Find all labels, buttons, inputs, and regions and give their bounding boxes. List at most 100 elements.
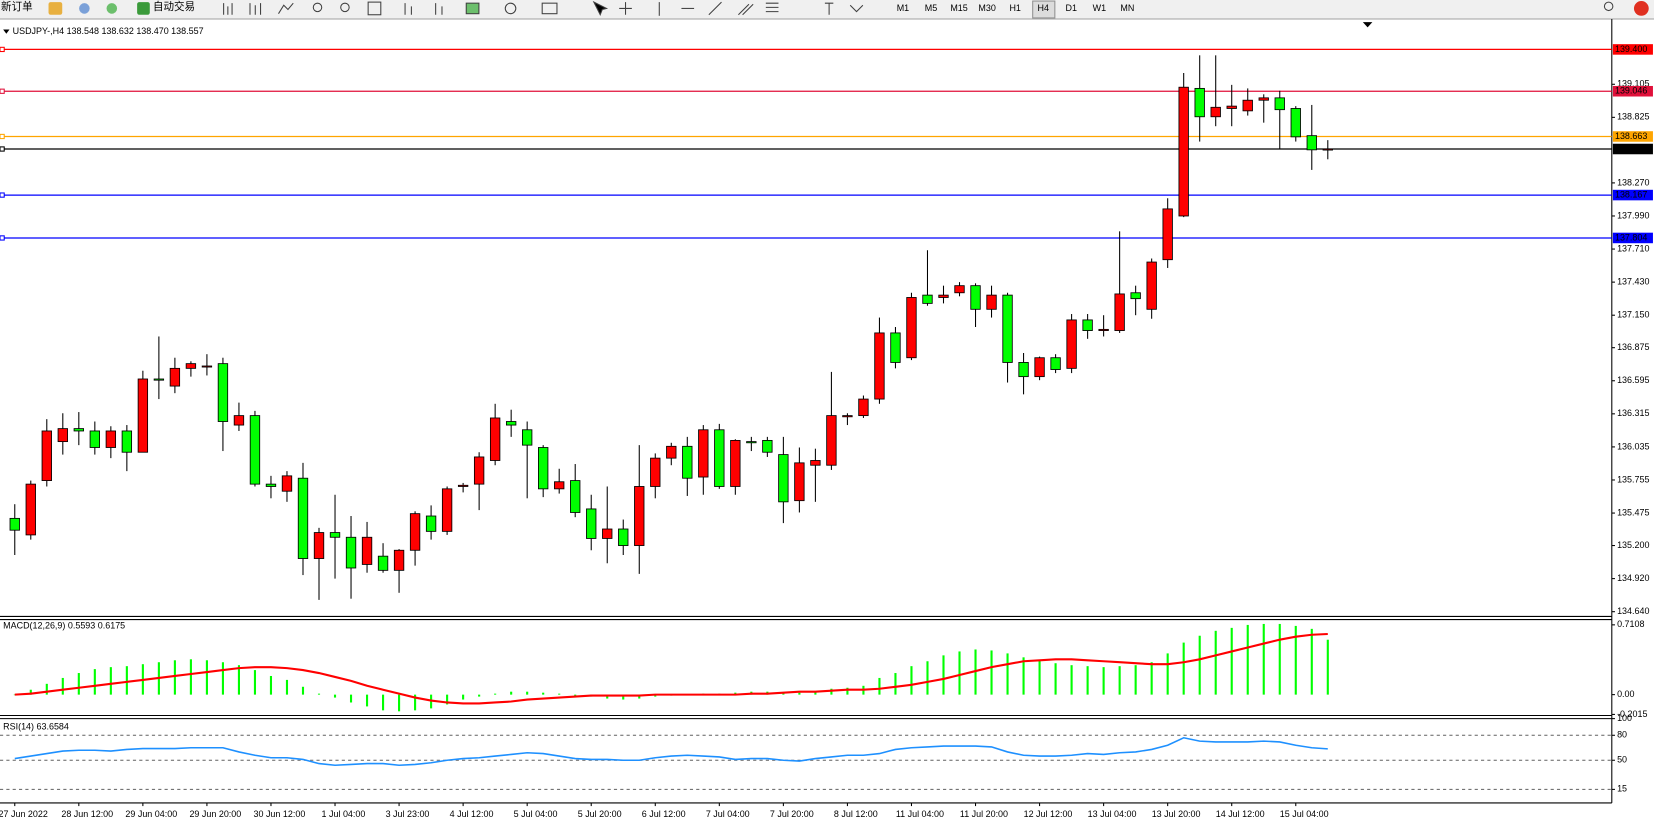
macd-bar [510,691,513,695]
macd-bar [333,694,337,698]
level-handle [0,88,5,94]
candle-body [361,536,373,565]
candle-body [890,332,901,363]
candle-body [858,398,869,417]
toolbar-button[interactable]: 自动交易 [153,0,195,13]
period-button[interactable]: D1 [1066,3,1077,13]
macd-bar [958,651,961,695]
macd-bar [878,677,881,695]
macd-bar [205,660,208,695]
period-bar: M1 M5 M15 M30 H1 H4 D1 W1 MN [897,3,1135,13]
macd-bar [446,694,449,705]
level-label-box [1612,44,1653,55]
macd-bar [1118,666,1121,695]
y-tick-label: 137.990 [1617,210,1649,220]
alert-badge[interactable] [1633,1,1649,16]
macd-bar [622,694,625,700]
y-tick-label: 100 [1617,713,1632,723]
period-button[interactable]: MN [1120,3,1134,13]
header-arrow[interactable] [3,29,10,34]
candle-body [1018,362,1029,378]
macd-bar [942,655,945,695]
macd-bar [910,666,913,695]
macd-bar [1198,635,1201,695]
icon[interactable] [48,2,63,15]
icon[interactable] [79,3,90,14]
macd-bar [1278,623,1281,695]
candle-body [842,415,853,418]
candle-body [185,363,197,369]
y-tick-label: 134.920 [1617,573,1649,583]
candle-body [41,430,52,481]
y-tick-label: 137.150 [1617,310,1649,320]
candle-body [489,417,501,461]
macd-bar [542,692,545,695]
period-button[interactable]: M15 [950,3,967,13]
candle-body [522,429,533,446]
level-label: 139.400 [1615,44,1647,54]
candle-body [9,517,20,531]
candle-body [698,429,709,478]
candle-body [682,445,693,479]
macd-bar [1006,653,1009,695]
x-tick-label: 5 Jul 04:00 [514,809,558,819]
macd-bar [13,694,16,696]
macd-bar [29,689,32,695]
period-button[interactable]: W1 [1093,3,1106,13]
toolbar-button[interactable]: 新订单 [1,0,33,13]
level-handle [0,133,5,140]
candle-body [794,462,805,502]
period-button[interactable]: H4 [1038,3,1049,13]
candle-body [1034,357,1045,378]
shift-marker[interactable] [1362,22,1373,28]
x-tick-label: 5 Jul 20:00 [578,809,622,819]
macd-bar [349,694,353,703]
candle-body [1098,328,1109,331]
period-button[interactable]: M30 [978,3,995,13]
macd-bar [990,650,993,695]
candle-body [538,447,549,490]
y-tick-label: 137.710 [1617,243,1649,253]
macd-bar [1294,625,1297,695]
candle-body [89,430,100,448]
candle-body [393,549,405,571]
candle-body [602,528,613,539]
candle-body [922,294,933,304]
macd-bar [894,673,897,695]
toolbar-icons[interactable] [223,0,1614,17]
macd-bar [125,666,128,695]
y-tick-label: 137.430 [1617,276,1649,286]
candle-body [1258,97,1269,101]
x-tick-label: 7 Jul 04:00 [706,809,750,819]
candle-body [1178,86,1189,217]
candle-body [954,285,965,294]
macd-bar [526,691,529,695]
period-button[interactable]: H1 [1009,3,1020,13]
icon[interactable] [106,3,118,14]
candle-body [169,367,181,387]
macd-bar [462,694,465,700]
candle-body [1162,208,1173,261]
candle-body [714,429,725,487]
level-label: 138.167 [1615,189,1647,199]
y-tick-label: 50 [1617,755,1627,765]
y-tick-label: 139.105 [1617,79,1649,89]
level-label: 138.663 [1615,131,1647,141]
period-button[interactable]: M1 [897,3,909,13]
candle-body [1242,99,1253,112]
x-tick-label: 29 Jun 20:00 [189,809,241,819]
candle-body [1290,108,1301,138]
candle-body [1210,106,1221,118]
candle-body [425,515,437,532]
period-button[interactable]: M5 [925,3,937,13]
active-period [1032,0,1056,19]
candle-body [281,475,293,492]
candle-body [313,532,325,559]
macd-bar [1214,630,1217,695]
icon[interactable] [137,2,150,15]
x-tick-label: 14 Jul 12:00 [1216,809,1265,819]
x-tick-label: 6 Jul 12:00 [642,809,686,819]
macd-bar [221,662,224,695]
x-tick-label: 15 Jul 04:00 [1280,809,1329,819]
macd-bar [365,694,369,707]
